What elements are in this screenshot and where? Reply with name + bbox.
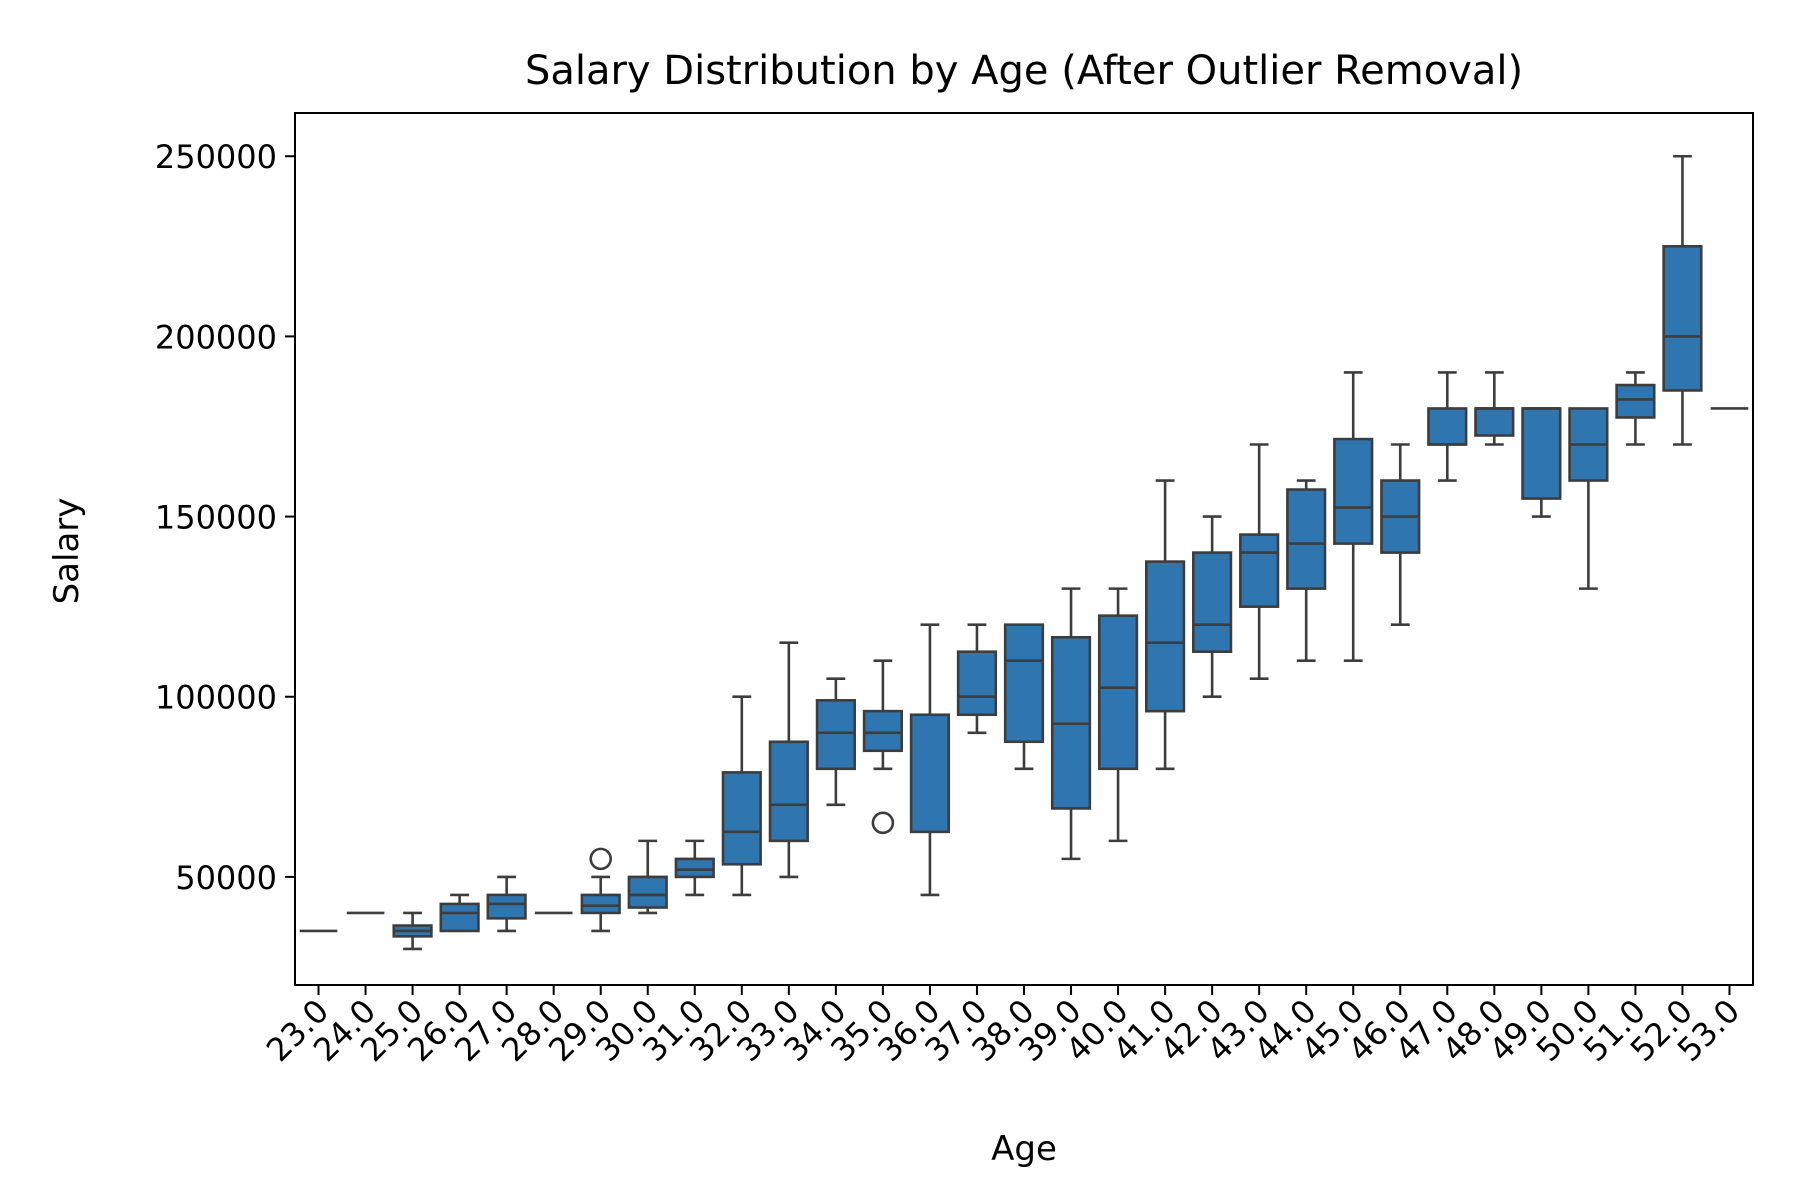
x-axis-label: Age (991, 1129, 1057, 1169)
box (627, 875, 668, 909)
box (1662, 245, 1703, 392)
box (1097, 614, 1139, 771)
plot-frame (294, 112, 1754, 986)
box (721, 771, 762, 866)
y-axis-label: Salary (47, 498, 87, 605)
box (1615, 383, 1656, 419)
y-tick-label: 50000 (175, 859, 277, 897)
box (909, 713, 951, 834)
box (956, 650, 998, 717)
y-tick-label: 100000 (155, 679, 277, 717)
box (1003, 623, 1045, 744)
box (1427, 407, 1468, 446)
outlier-point (871, 811, 895, 835)
y-tick-label: 150000 (155, 499, 277, 537)
box (815, 699, 856, 771)
box (768, 740, 809, 843)
chart-title: Salary Distribution by Age (After Outlie… (525, 48, 1523, 94)
plot-area: 5000010000015000020000025000023.024.025.… (155, 138, 1749, 1069)
box (1521, 407, 1562, 500)
box (580, 893, 621, 915)
box (486, 893, 527, 920)
box (1286, 488, 1327, 590)
y-tick-label: 250000 (155, 138, 277, 176)
box (862, 709, 904, 753)
box (1474, 407, 1515, 437)
box (1333, 437, 1374, 545)
box (1144, 560, 1186, 713)
outlier-point (589, 847, 613, 871)
box (674, 857, 715, 879)
y-tick-label: 200000 (155, 318, 277, 356)
box (1192, 551, 1233, 653)
box (439, 902, 480, 933)
box (1239, 533, 1280, 608)
